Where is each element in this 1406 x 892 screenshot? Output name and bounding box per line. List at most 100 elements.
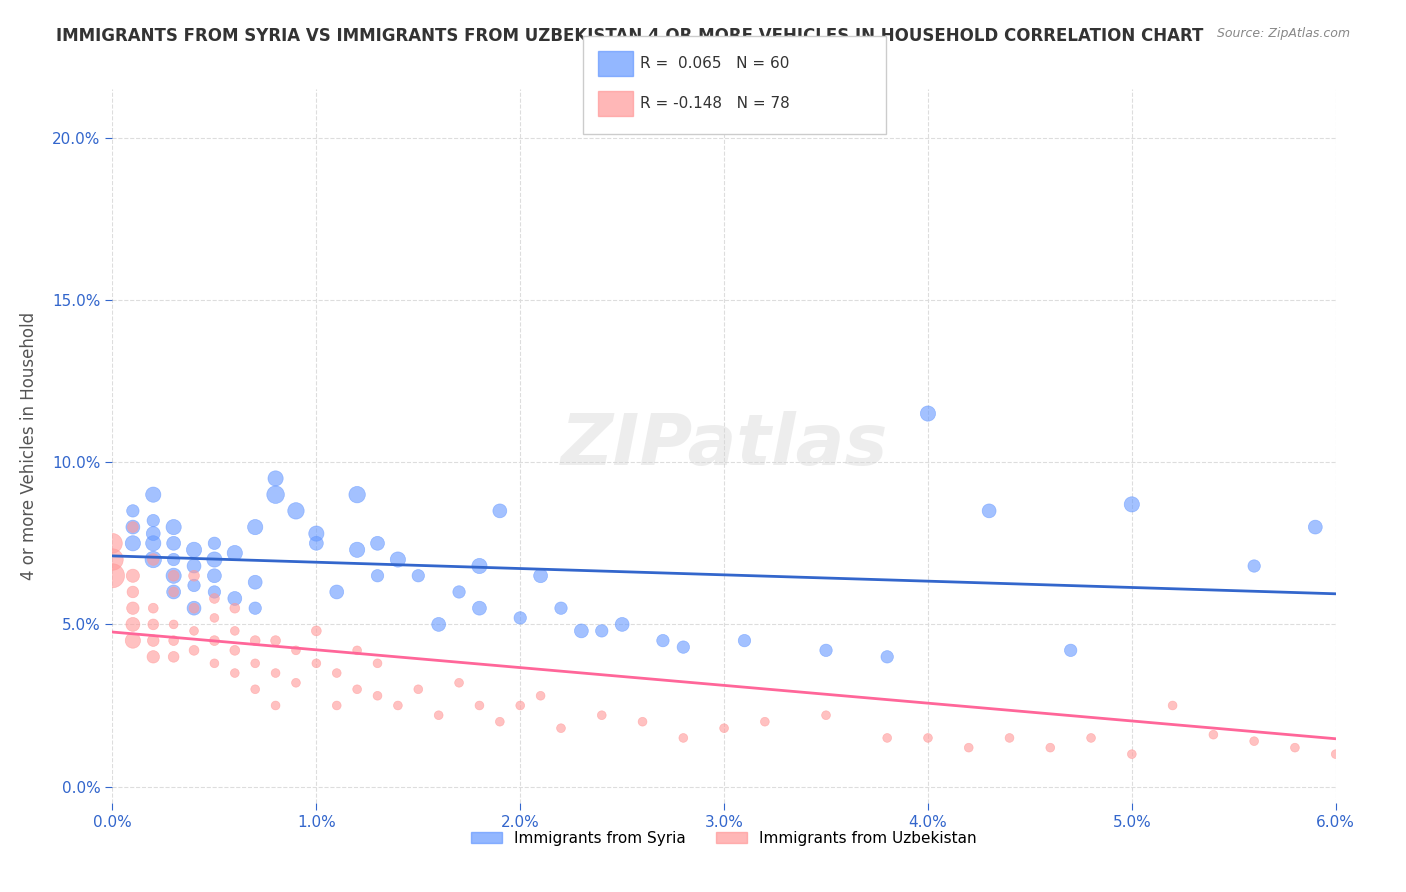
Point [101, 568, 124, 582]
Point [957, 740, 980, 755]
Point [245, 601, 267, 615]
Point [1080, 731, 1102, 745]
Point [387, 552, 409, 566]
Point [1243, 559, 1265, 574]
Point [122, 568, 145, 582]
Point [204, 552, 226, 566]
Point [468, 559, 491, 574]
Point [101, 552, 124, 566]
Point [1202, 728, 1225, 742]
Point [631, 714, 654, 729]
Point [122, 536, 145, 550]
Point [163, 649, 186, 664]
Point [163, 617, 186, 632]
Point [449, 585, 471, 599]
Point [163, 568, 186, 582]
Point [204, 536, 226, 550]
Point [591, 708, 613, 723]
Point [449, 675, 471, 690]
Point [346, 643, 368, 657]
Point [183, 624, 205, 638]
Point [367, 689, 389, 703]
Point [1324, 747, 1347, 761]
Point [183, 601, 205, 615]
Point [163, 552, 186, 566]
Point [284, 643, 308, 657]
Point [122, 585, 145, 599]
Point [1243, 734, 1265, 748]
Point [142, 488, 165, 502]
Point [264, 471, 287, 485]
Point [245, 657, 267, 671]
Point [245, 633, 267, 648]
Point [101, 536, 124, 550]
Point [427, 708, 450, 723]
Point [224, 591, 246, 606]
Point [427, 617, 450, 632]
Point [876, 731, 898, 745]
Point [183, 643, 205, 657]
Point [142, 552, 165, 566]
Point [612, 617, 634, 632]
Point [204, 611, 226, 625]
Point [815, 708, 838, 723]
Point [204, 585, 226, 599]
Point [122, 601, 145, 615]
Text: IMMIGRANTS FROM SYRIA VS IMMIGRANTS FROM UZBEKISTAN 4 OR MORE VEHICLES IN HOUSEH: IMMIGRANTS FROM SYRIA VS IMMIGRANTS FROM… [56, 27, 1204, 45]
Point [204, 591, 226, 606]
Point [326, 666, 349, 681]
Point [509, 611, 531, 625]
Text: R = -0.148   N = 78: R = -0.148 N = 78 [640, 96, 790, 111]
Point [142, 601, 165, 615]
Point [204, 657, 226, 671]
Point [122, 617, 145, 632]
Point [305, 624, 328, 638]
Point [142, 536, 165, 550]
Point [142, 552, 165, 566]
Point [367, 568, 389, 582]
Point [183, 559, 205, 574]
Point [183, 578, 205, 592]
Point [979, 504, 1001, 518]
Point [326, 585, 349, 599]
Point [245, 520, 267, 534]
Point [305, 657, 328, 671]
Point [346, 488, 368, 502]
Point [1365, 780, 1388, 794]
Point [204, 633, 226, 648]
Point [1161, 698, 1184, 713]
Point [509, 698, 531, 713]
Point [163, 633, 186, 648]
Point [224, 601, 246, 615]
Point [571, 624, 593, 638]
Point [326, 698, 349, 713]
Point [224, 624, 246, 638]
Point [224, 546, 246, 560]
Point [754, 714, 776, 729]
Point [163, 585, 186, 599]
Point [652, 633, 675, 648]
Point [163, 520, 186, 534]
Point [183, 568, 205, 582]
Point [224, 666, 246, 681]
Point [1039, 740, 1062, 755]
Point [245, 682, 267, 697]
Text: ZIPatlas: ZIPatlas [561, 411, 887, 481]
Point [264, 666, 287, 681]
Point [204, 568, 226, 582]
Point [550, 601, 572, 615]
Text: R =  0.065   N = 60: R = 0.065 N = 60 [640, 56, 789, 70]
Point [284, 504, 308, 518]
Point [346, 682, 368, 697]
Legend: Immigrants from Syria, Immigrants from Uzbekistan: Immigrants from Syria, Immigrants from U… [465, 825, 983, 852]
Point [713, 721, 735, 735]
Point [142, 617, 165, 632]
Point [142, 649, 165, 664]
Point [183, 542, 205, 557]
Point [876, 649, 898, 664]
Point [142, 526, 165, 541]
Point [489, 504, 512, 518]
Point [1121, 747, 1143, 761]
Point [264, 488, 287, 502]
Text: Source: ZipAtlas.com: Source: ZipAtlas.com [1216, 27, 1350, 40]
